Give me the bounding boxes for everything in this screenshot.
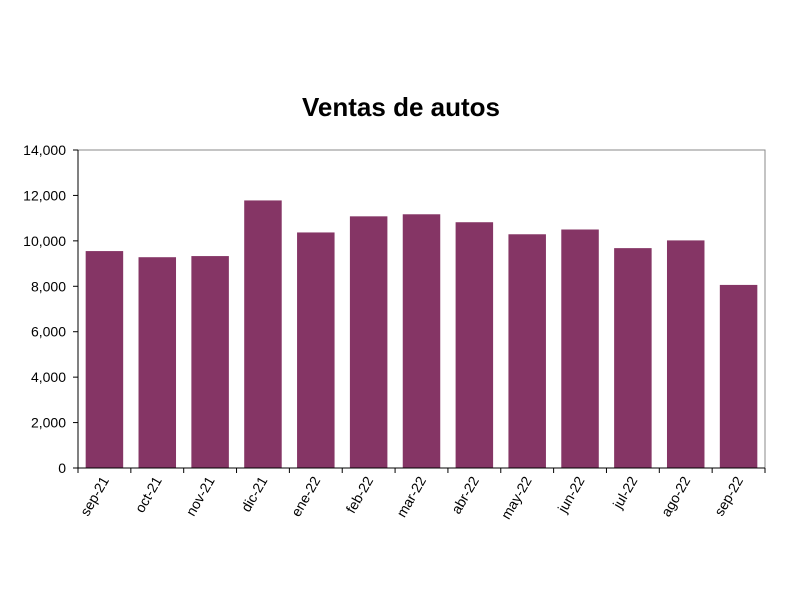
- chart-title: Ventas de autos: [302, 92, 500, 122]
- bar-ene-22: [297, 232, 335, 468]
- bar-feb-22: [349, 216, 388, 468]
- x-tick-label: nov-21: [182, 473, 217, 518]
- bar-jun-22: [561, 229, 599, 468]
- bar-dic-21: [244, 200, 282, 468]
- y-tick-label: 4,000: [31, 369, 66, 385]
- x-tick-label: may-22: [498, 473, 535, 522]
- bar-may-22: [508, 234, 546, 468]
- x-tick-label: mar-22: [393, 473, 429, 520]
- bar-sep-21: [85, 251, 124, 468]
- x-tick-label: sep-22: [711, 473, 746, 518]
- y-tick-label: 10,000: [23, 233, 66, 249]
- bar-mar-22: [402, 214, 441, 468]
- y-tick-label: 12,000: [23, 187, 66, 203]
- x-tick-label: jun-22: [554, 473, 588, 516]
- bar-ago-22: [666, 240, 705, 468]
- x-tick-label: jul-22: [609, 473, 641, 512]
- x-tick-label: feb-22: [343, 473, 377, 516]
- bar-jul-22: [614, 248, 652, 468]
- bar-nov-21: [191, 256, 229, 468]
- x-tick-label: oct-21: [132, 473, 165, 515]
- x-tick-label: ene-22: [288, 473, 324, 519]
- y-tick-label: 0: [58, 460, 66, 476]
- bar-abr-22: [455, 222, 494, 468]
- y-tick-label: 8,000: [31, 278, 66, 294]
- y-tick-label: 6,000: [31, 324, 66, 340]
- bar-sep-22: [719, 284, 758, 468]
- x-tick-label: ago-22: [658, 473, 694, 519]
- y-tick-label: 2,000: [31, 415, 66, 431]
- x-tick-label: sep-21: [77, 473, 112, 518]
- y-tick-label: 14,000: [23, 142, 66, 158]
- bar-oct-21: [138, 257, 177, 468]
- x-tick-label: abr-22: [448, 473, 482, 516]
- x-tick-label: dic-21: [238, 473, 271, 514]
